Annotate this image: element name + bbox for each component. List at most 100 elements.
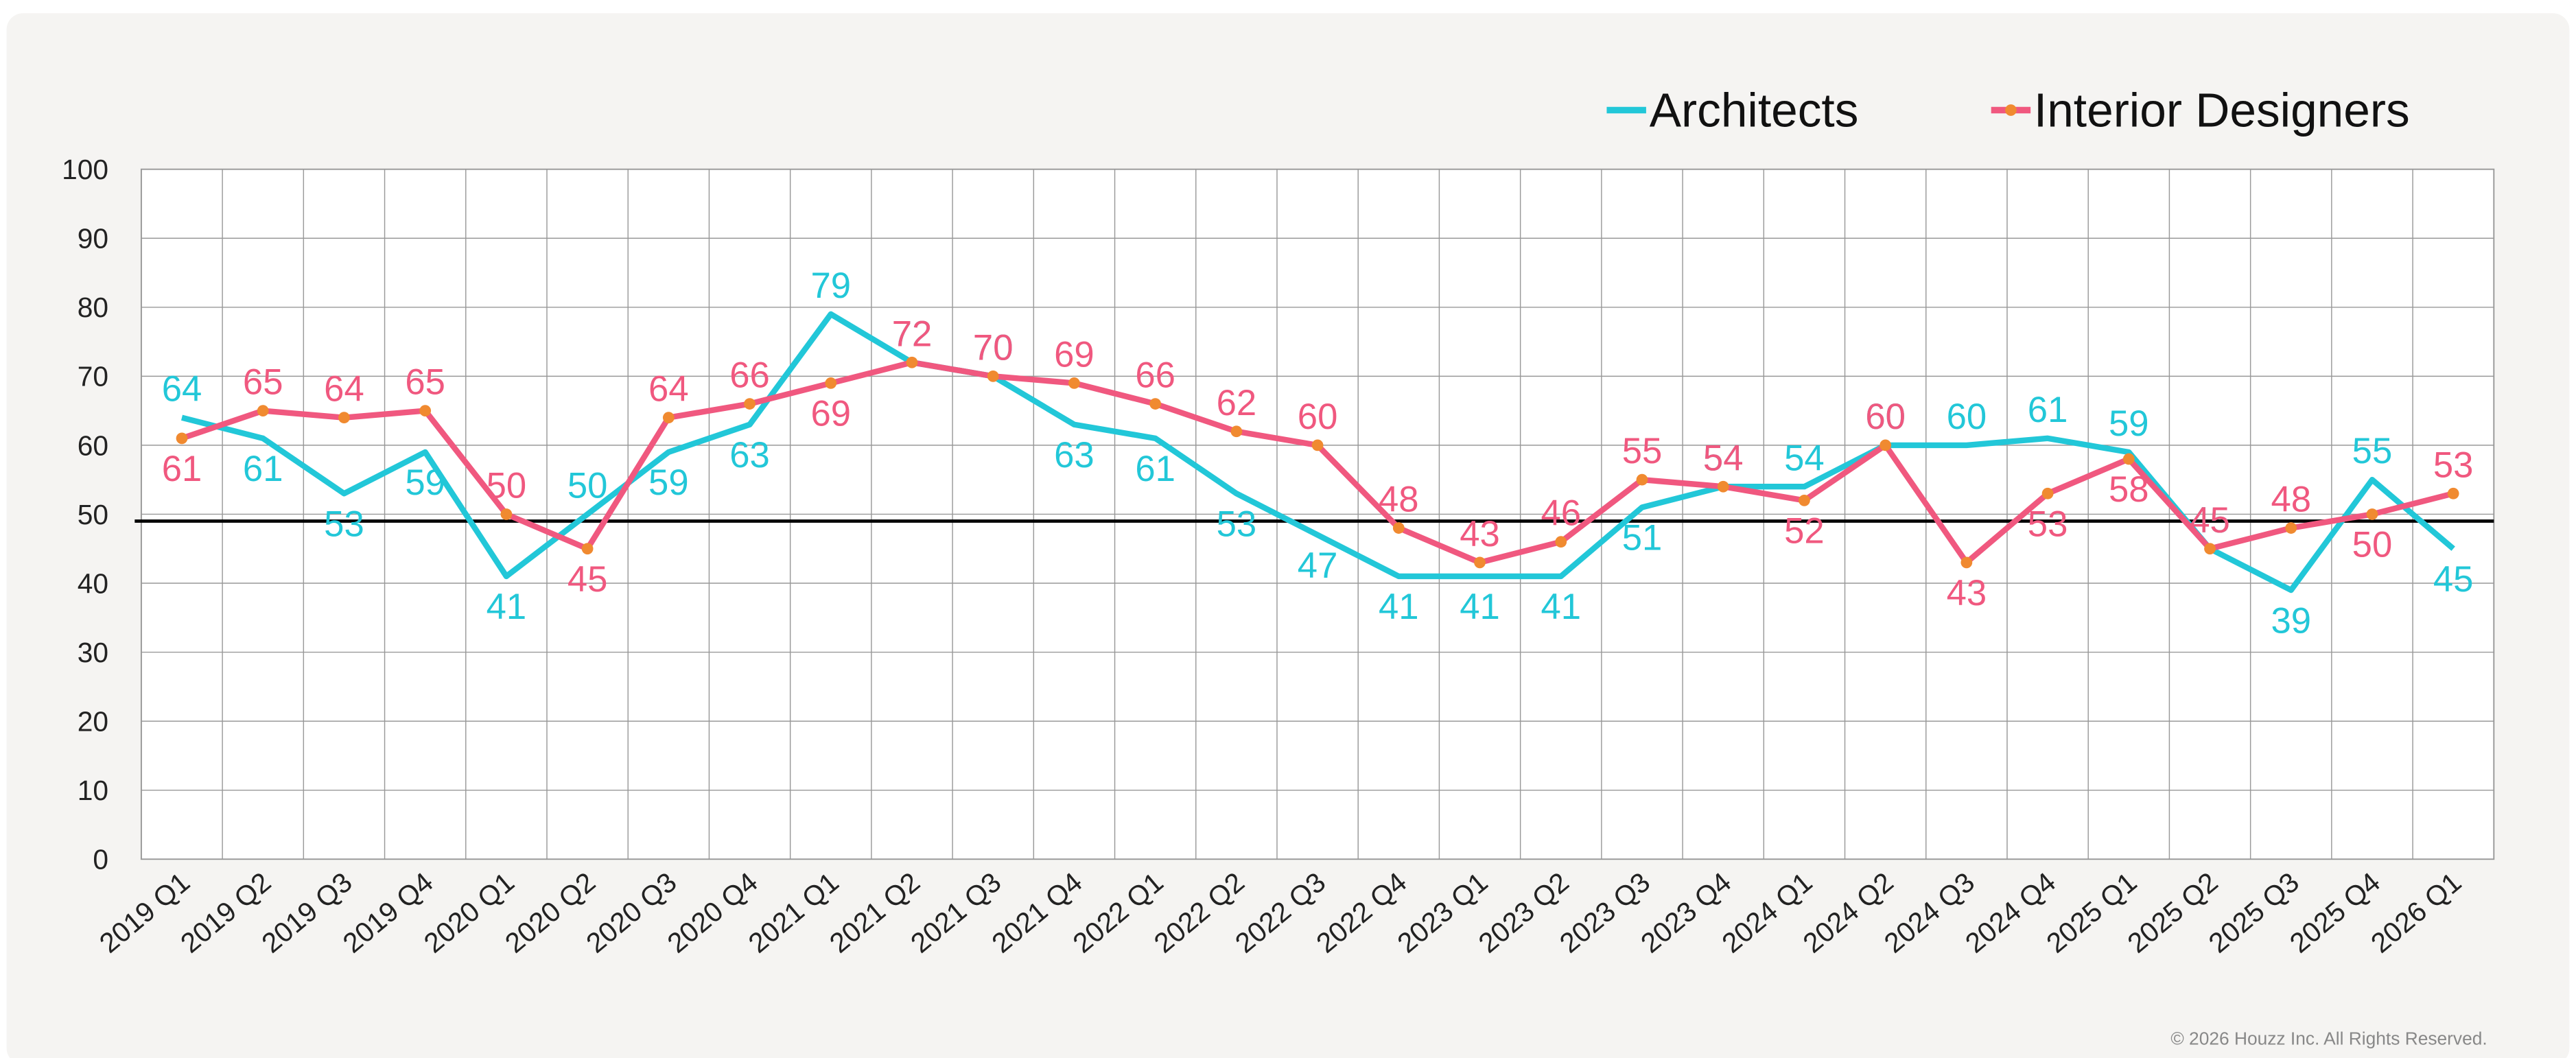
data-label: 65	[243, 362, 283, 403]
point-marker	[176, 432, 188, 445]
data-label: 45	[2190, 500, 2230, 541]
point-marker	[1717, 480, 1729, 493]
y-tick-label: 0	[93, 844, 108, 875]
data-label: 69	[1054, 334, 1094, 375]
y-tick-label: 60	[78, 430, 108, 461]
y-tick-label: 70	[78, 361, 108, 392]
data-label: 53	[2433, 445, 2474, 485]
data-label: 69	[810, 394, 851, 434]
data-label: 53	[324, 504, 364, 545]
point-marker	[662, 412, 675, 424]
data-label: 59	[2109, 403, 2149, 444]
point-marker	[2204, 543, 2216, 555]
data-label: 50	[567, 466, 608, 506]
data-label: 72	[892, 314, 933, 354]
point-marker	[419, 405, 432, 417]
y-tick-label: 40	[78, 567, 108, 599]
data-label: 48	[1379, 480, 1419, 520]
data-label: 45	[567, 559, 608, 600]
point-marker	[1230, 425, 1243, 438]
data-label: 62	[1217, 383, 1257, 423]
data-label: 60	[1298, 397, 1338, 437]
point-marker	[2041, 487, 2054, 499]
point-marker	[2447, 487, 2459, 499]
data-label: 60	[1865, 397, 1906, 437]
data-label: 54	[1703, 438, 1744, 478]
point-marker	[1392, 522, 1405, 534]
y-tick-label: 20	[78, 705, 108, 737]
point-marker	[987, 370, 999, 382]
point-marker	[500, 508, 513, 520]
legend-marker	[2005, 104, 2017, 116]
point-marker	[825, 377, 837, 389]
point-marker	[2122, 453, 2135, 465]
data-label: 59	[405, 462, 445, 503]
data-label: 55	[2352, 431, 2393, 471]
data-label: 48	[2271, 480, 2311, 520]
data-label: 45	[2190, 500, 2230, 541]
data-label: 61	[243, 449, 283, 489]
data-label: 46	[1541, 493, 1581, 534]
legend-label: Architects	[1650, 83, 1859, 137]
data-label: 53	[1217, 504, 1257, 545]
point-marker	[1068, 377, 1080, 389]
y-tick-label: 30	[78, 637, 108, 668]
point-marker	[744, 398, 756, 410]
data-label: 50	[2352, 525, 2393, 565]
data-label: 70	[973, 327, 1014, 368]
data-label: 55	[1622, 431, 1663, 471]
point-marker	[1474, 556, 1486, 569]
data-label: 52	[1784, 511, 1825, 552]
point-marker	[906, 356, 918, 368]
point-marker	[338, 412, 350, 424]
data-label: 60	[1865, 397, 1906, 437]
legend-label: Interior Designers	[2034, 83, 2410, 137]
data-label: 70	[973, 327, 1014, 368]
data-label: 39	[2271, 600, 2311, 641]
point-marker	[257, 405, 269, 417]
data-label: 58	[2109, 469, 2149, 510]
data-label: 51	[1622, 518, 1663, 559]
data-label: 43	[1947, 573, 1987, 613]
data-label: 64	[648, 369, 689, 410]
data-label: 61	[2028, 390, 2068, 430]
data-label: 63	[729, 435, 770, 475]
point-marker	[581, 543, 594, 555]
data-label: 54	[1703, 438, 1744, 478]
data-label: 61	[162, 449, 202, 489]
data-label: 79	[810, 266, 851, 306]
data-label: 66	[1135, 355, 1175, 396]
data-label: 64	[324, 369, 364, 410]
data-label: 45	[2433, 559, 2474, 600]
point-marker	[1311, 439, 1324, 451]
data-label: 50	[487, 466, 527, 506]
footer: © 2026 Houzz Inc. All Rights Reserved.	[2170, 1028, 2487, 1049]
data-label: 59	[648, 462, 689, 503]
y-tick-label: 90	[78, 223, 108, 255]
data-label: 41	[1541, 587, 1581, 627]
legend: Architects Interior Designers	[1606, 83, 2410, 137]
data-label: 72	[892, 314, 933, 354]
point-marker	[1149, 398, 1162, 410]
data-label: 53	[2028, 504, 2068, 545]
point-marker	[1880, 439, 1892, 451]
data-label: 61	[1135, 449, 1175, 489]
y-tick-label: 100	[62, 154, 108, 185]
data-label: 63	[1054, 435, 1094, 475]
data-label: 41	[487, 587, 527, 627]
point-marker	[2285, 522, 2297, 534]
point-marker	[2366, 508, 2378, 520]
point-marker	[1960, 556, 1973, 569]
data-label: 60	[1947, 397, 1987, 437]
y-tick-label: 50	[78, 499, 108, 530]
point-marker	[1555, 536, 1567, 548]
data-label: 65	[405, 362, 445, 403]
y-tick-label: 10	[78, 775, 108, 806]
data-label: 41	[1460, 587, 1500, 627]
data-label: 47	[1298, 545, 1338, 586]
data-label: 43	[1460, 514, 1500, 554]
point-marker	[1636, 473, 1648, 486]
data-label: 66	[729, 355, 770, 396]
